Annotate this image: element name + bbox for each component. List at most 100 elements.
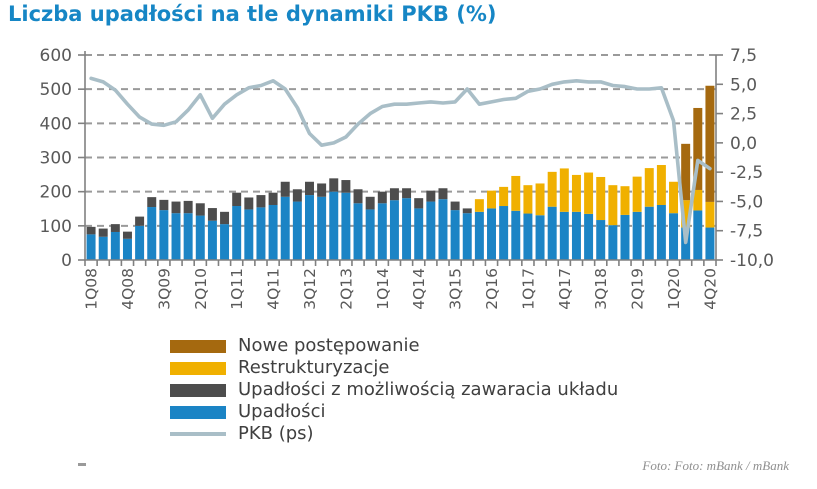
bar-segment [317,196,327,260]
bar-segment [584,172,594,214]
legend: Nowe postępowanie Restrukturyzacje Upadł… [170,337,618,443]
legend-item-restrukturyzacje: Restrukturyzacje [170,359,618,377]
bar-segment [438,188,448,200]
bar-segment [341,192,351,260]
bar-segment [547,171,557,207]
bar-segment [632,176,642,212]
x-axis-tick-label: 2Q16 [483,268,501,310]
bar-segment [232,192,242,207]
x-axis-tick-label: 3Q09 [155,268,173,310]
x-axis-tick-label: 1Q20 [665,268,683,310]
bar-segment [280,181,290,197]
pkb-line [89,76,712,245]
bar-segment [426,201,436,260]
bar-segment [86,226,96,235]
stacked-bars [86,85,715,260]
left-axis-tick-label: 500 [40,80,72,100]
right-axis-tick-label: 2,5 [730,105,757,125]
legend-item-pkb: PKB (ps) [170,425,618,443]
bar-segment [644,168,654,207]
bar-segment [171,201,181,214]
bar-segment [693,210,703,260]
bar-segment [608,225,618,260]
right-axis-tick-label: -7,5 [730,222,763,242]
bar-segment [207,208,217,221]
bar-segment [122,238,132,260]
bar-segment [402,188,412,199]
bar-segment [377,191,387,204]
bar-segment [450,201,460,211]
axis-labels: 0 100 200 300 400 500 600 -10,0 -7,5 -5,0 -2,5 0,0 2… [40,46,774,310]
left-axis-tick-label: 0 [61,251,72,271]
bar-segment [693,107,703,190]
bar-segment [584,213,594,260]
bar-segment [681,143,691,201]
bar-segment [402,198,412,260]
bar-segment [499,206,509,260]
bar-segment [377,203,387,260]
legend-item-upadlosci: Upadłości [170,403,618,421]
left-axis-tick-label: 200 [40,183,72,203]
bar-segment [232,206,242,260]
bar-segment [305,195,314,260]
bar-segment [220,211,230,225]
legend-label: Nowe postępowanie [238,335,420,356]
bar-segment [693,189,703,211]
bar-segment [632,211,642,260]
bar-segment [86,234,96,260]
bar-segment [365,209,375,260]
legend-item-nowe-postepowanie: Nowe postępowanie [170,337,618,355]
page-title: Liczba upadłości na tle dynamiki PKB (%) [8,2,497,26]
x-axis-tick-label: 1Q11 [228,268,246,310]
right-axis-tick-label: -2,5 [730,163,763,183]
x-axis-tick-label: 3Q12 [301,268,319,310]
bar-segment [571,211,581,260]
bar-segment [656,165,666,205]
axes [78,51,723,266]
bar-segment [256,195,266,208]
x-axis-tick-label: 3Q18 [592,268,610,310]
bar-segment [669,213,679,260]
x-axis-tick-label: 4Q17 [556,268,574,310]
bar-segment [608,185,618,226]
bar-segment [110,224,120,232]
x-axis-tick-label: 4Q11 [265,268,283,310]
bar-segment [305,181,314,196]
bar-segment [341,180,351,193]
bar-segment [244,197,254,210]
bar-segment [474,211,484,260]
bar-segment [450,210,460,260]
bar-segment [499,186,509,207]
legend-label: PKB (ps) [238,423,314,444]
bar-segment [438,199,448,260]
bar-segment [268,204,278,260]
bar-segment [523,213,533,260]
bar-segment [656,204,666,260]
bar-segment [195,215,205,260]
bar-segment [426,190,436,202]
bar-segment [147,197,157,208]
bar-segment [535,183,545,216]
bar-segment [705,227,715,260]
bar-segment [329,178,339,192]
bar-segment [547,206,557,260]
right-axis-tick-label: -10,0 [730,251,774,271]
bar-segment [523,185,533,214]
right-axis-tick-label: -5,0 [730,192,763,212]
right-axis-tick-label: 5,0 [730,75,757,95]
bar-segment [207,220,217,260]
bar-segment [389,200,399,260]
legend-swatch-pkb-line [170,432,226,436]
left-axis-tick-label: 100 [40,217,72,237]
bar-segment [171,213,181,260]
bar-segment [183,213,193,260]
x-axis-tick-label: 3Q15 [447,268,465,310]
bar-segment [462,213,472,260]
right-axis-tick-label: 7,5 [730,46,757,66]
x-axis-tick-label: 4Q20 [701,268,719,310]
x-axis-tick-label: 4Q14 [410,268,428,310]
corner-mark [78,463,86,466]
left-axis-tick-label: 400 [40,114,72,134]
bar-segment [669,181,679,214]
